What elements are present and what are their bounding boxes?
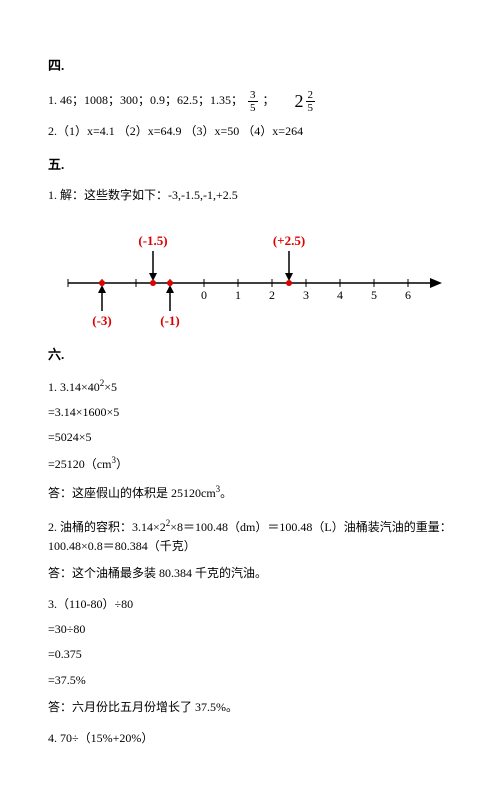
section-6-line: 3.（110-80）÷80 bbox=[48, 595, 452, 614]
section-6-line: 1. 3.14×402×5 bbox=[48, 376, 452, 397]
fraction-3-5: 3 5 bbox=[248, 89, 258, 114]
svg-text:(+2.5): (+2.5) bbox=[273, 233, 305, 248]
mixed-fraction: 2 5 bbox=[306, 89, 316, 114]
section-6-heading: 六. bbox=[48, 345, 452, 366]
mixed-number-2-2-5: 2 2 5 bbox=[295, 87, 318, 116]
svg-text:0: 0 bbox=[201, 288, 207, 302]
mixed-whole: 2 bbox=[295, 91, 304, 111]
section-5-heading: 五. bbox=[48, 155, 452, 176]
section-4-line-2: 2.（1）x=4.1 （2）x=64.9 （3）x=50 （4）x=264 bbox=[48, 122, 452, 141]
section-6-line: 4. 70÷（15%+20%） bbox=[48, 729, 452, 748]
section-6-line: =3.14×1600×5 bbox=[48, 403, 452, 422]
svg-text:5: 5 bbox=[371, 288, 377, 302]
svg-text:3: 3 bbox=[303, 288, 309, 302]
section-6-line: =0.375 bbox=[48, 645, 452, 664]
section-6-line: =30÷80 bbox=[48, 620, 452, 639]
section-6-body: 1. 3.14×402×5 =3.14×1600×5 =5024×5 =25120（c… bbox=[48, 376, 452, 749]
separator: ； bbox=[263, 93, 275, 107]
section-6-line: =5024×5 bbox=[48, 428, 452, 447]
section-6-line: 答：这个油桶最多装 80.384 千克的汽油。 bbox=[48, 564, 452, 583]
section-5-line-1: 1. 解：这些数字如下：-3,-1.5,-1,+2.5 bbox=[48, 186, 452, 205]
svg-text:(-1): (-1) bbox=[160, 313, 180, 328]
section-4-heading: 四. bbox=[48, 56, 452, 77]
section-6-line: 答：六月份比五月份增长了 37.5%。 bbox=[48, 698, 452, 717]
section-4-line-1: 1. 46；1008；300；0.9；62.5；1.35； 3 5 ； 2 2 … bbox=[48, 87, 452, 116]
section-6-line: 答：这座假山的体积是 25120cm3。 bbox=[48, 482, 452, 503]
section-6-line: 2. 油桶的容积：3.14×22×8＝100.48（dm）＝100.48（L）油… bbox=[48, 516, 452, 556]
fraction-numerator: 3 bbox=[248, 89, 258, 102]
fraction-denominator: 5 bbox=[248, 102, 258, 114]
mixed-numerator: 2 bbox=[306, 89, 316, 102]
svg-text:1: 1 bbox=[235, 288, 241, 302]
section-6-line: =37.5% bbox=[48, 671, 452, 690]
section-4-line-1-prefix: 1. 46；1008；300；0.9；62.5；1.35； bbox=[48, 93, 243, 107]
number-line-diagram: 0 1 2 3 4 5 6 (-1.5) (+2.5) (-3) (-1) bbox=[48, 223, 452, 333]
svg-text:4: 4 bbox=[337, 288, 343, 302]
mixed-denominator: 5 bbox=[306, 102, 316, 114]
section-6-line: =25120（cm3） bbox=[48, 453, 452, 474]
svg-text:2: 2 bbox=[269, 288, 275, 302]
svg-text:(-1.5): (-1.5) bbox=[138, 233, 167, 248]
svg-text:6: 6 bbox=[405, 288, 411, 302]
svg-text:(-3): (-3) bbox=[92, 313, 112, 328]
